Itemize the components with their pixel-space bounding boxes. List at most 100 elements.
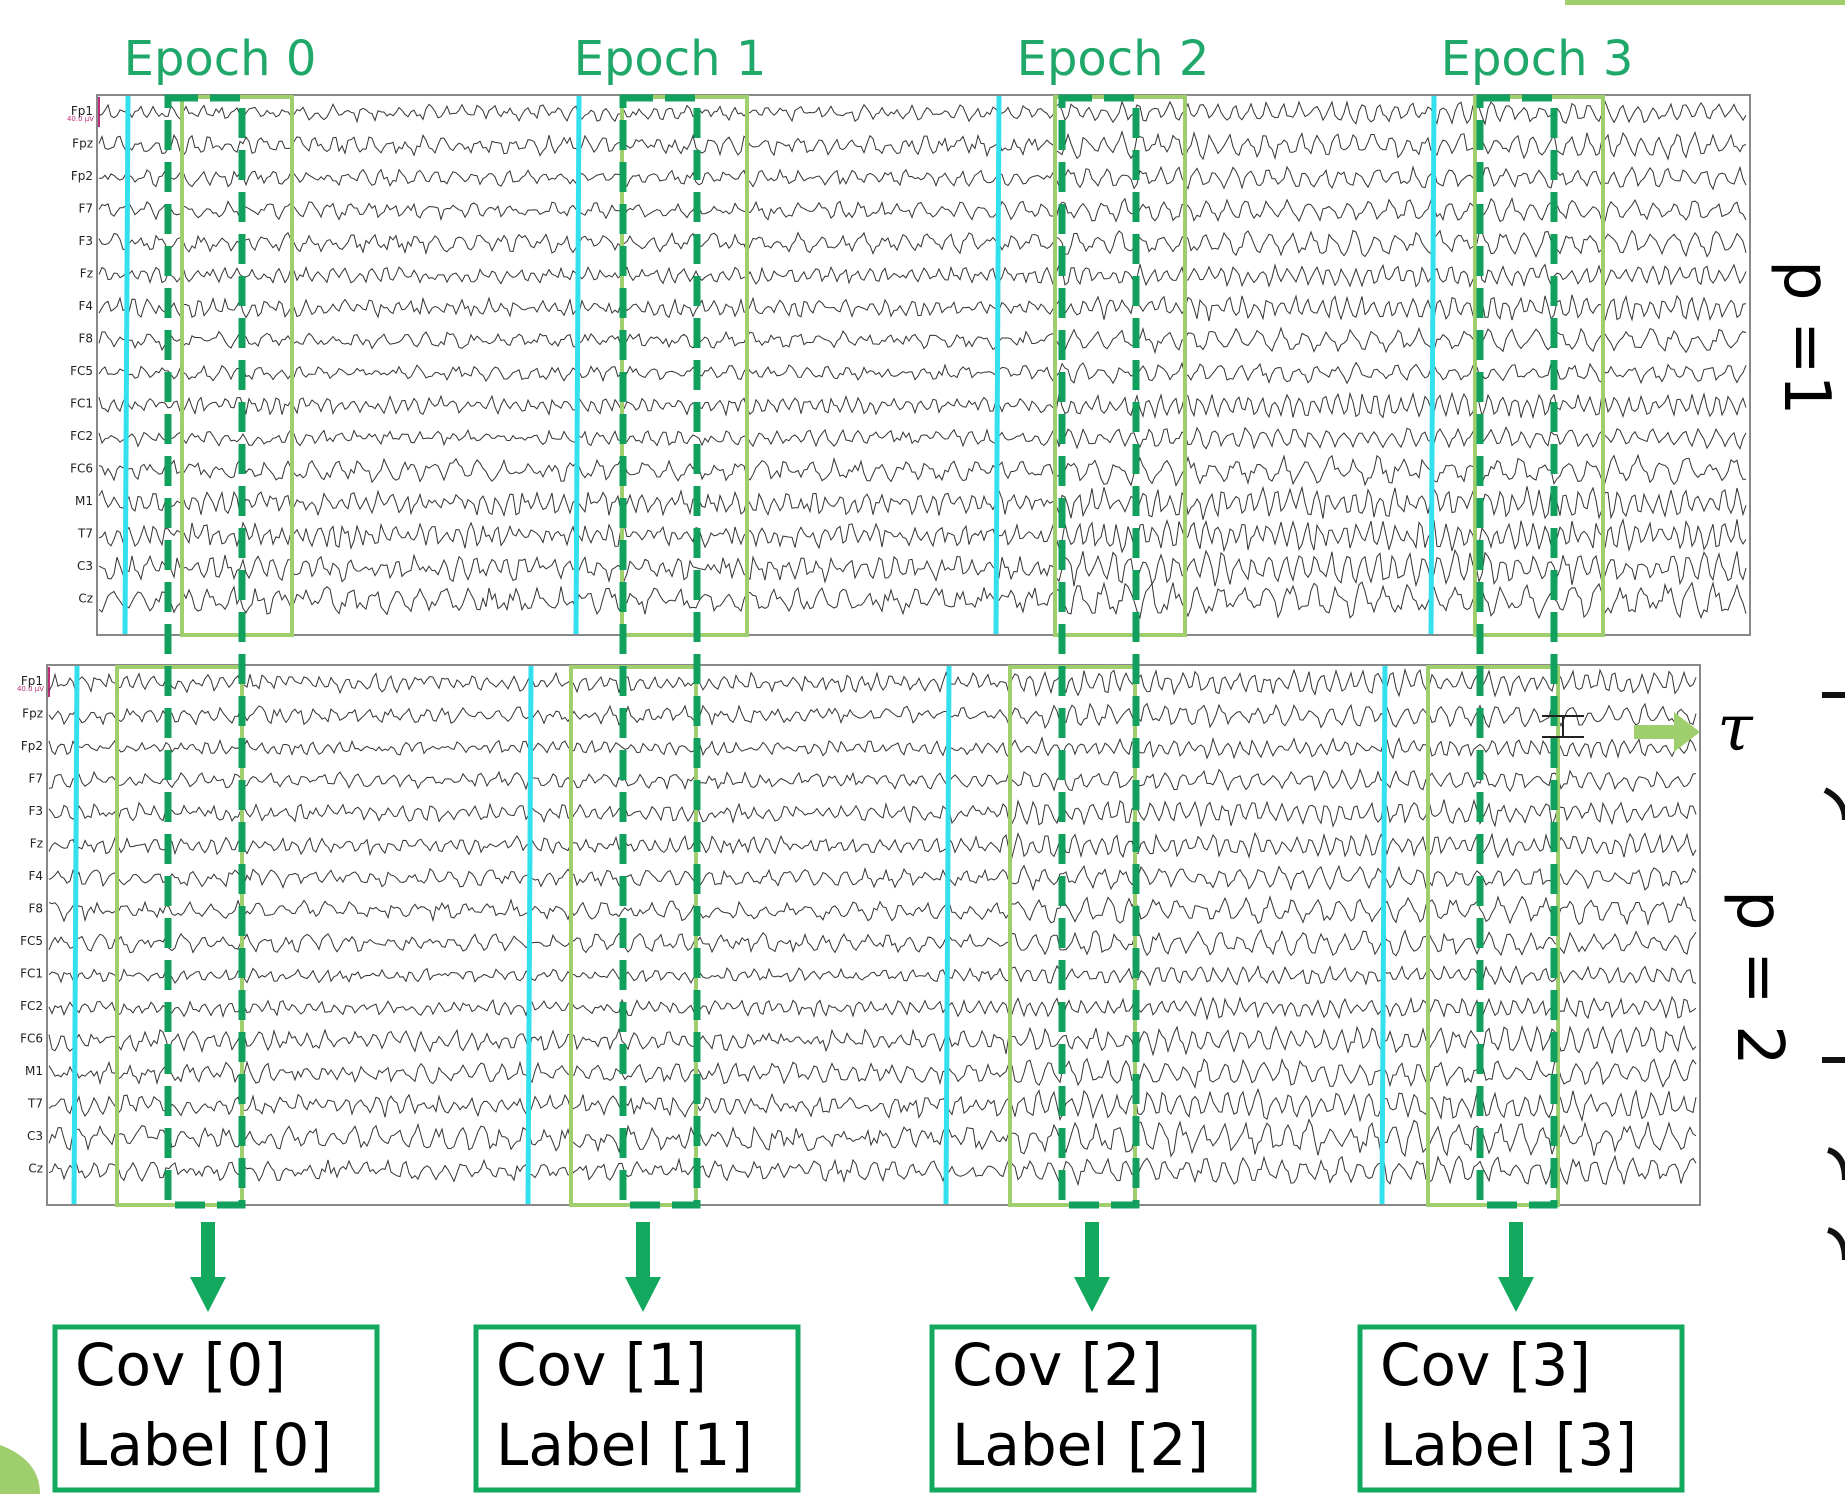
cov-box-3: Cov [3] Label [3] [1357,1324,1685,1493]
cov-window-0 [164,94,246,1209]
eeg-trace [98,361,1747,385]
channel-label: Fz [80,267,93,281]
eeg-trace [98,453,1747,487]
channel-label: FC1 [70,397,93,411]
channel-label: FC5 [20,934,43,948]
down-arrow-1 [625,1222,661,1312]
eeg-trace [98,165,1747,191]
down-arrow-2 [1074,1222,1110,1312]
cov-box-2: Cov [2] Label [2] [929,1324,1257,1493]
eeg-trace [98,99,1747,126]
cov-window-1 [619,94,701,1209]
eeg-trace [98,581,1747,620]
eeg-trace [98,391,1747,420]
channel-label: C3 [77,559,93,573]
eeg-trace [98,229,1747,258]
eeg-trace [48,895,1697,927]
channel-label: Fz [30,837,43,851]
eeg-trace [98,263,1747,288]
channel-label: M1 [75,494,93,508]
cov-text-2: Cov [2] [952,1331,1163,1399]
tau-marker [1542,715,1584,738]
down-arrow-3 [1498,1222,1534,1312]
eeg-trace [48,864,1697,892]
channel-label: F3 [28,804,43,818]
label-text-3: Label [3] [1380,1411,1637,1479]
down-arrow-0 [190,1222,226,1312]
label-text-2: Label [2] [952,1411,1209,1479]
scale-label: 40.0 µV [67,115,94,123]
cov-text-3: Cov [3] [1380,1331,1591,1399]
eeg-trace [48,1088,1697,1123]
cov-windows [164,94,1558,1209]
eeg-trace [98,294,1747,322]
channel-label: FC1 [20,967,43,981]
label-text-0: Label [0] [75,1411,332,1479]
cov-text-0: Cov [0] [75,1331,286,1399]
eeg-trace [48,964,1697,987]
channel-label: Fp1 [21,674,43,688]
cropped-edge-glyphs [1822,692,1845,1261]
corner-accent-top [1565,0,1845,5]
eeg-trace [98,130,1747,161]
cov-text-1: Cov [1] [496,1331,707,1399]
label-text-1: Label [1] [496,1411,753,1479]
channel-label: F4 [78,299,93,313]
channel-label: F7 [28,772,43,786]
eeg-trace [48,768,1697,793]
event-marker [1428,95,1437,635]
cov-box-0: Cov [0] Label [0] [52,1324,380,1493]
channel-label: FC2 [70,429,93,443]
channel-label: Cz [78,592,93,606]
channel-label: F8 [28,902,43,916]
channel-label: F8 [78,332,93,346]
epoch-title-3: Epoch 3 [1441,31,1634,87]
panel-frame [46,664,1701,1206]
channel-label: FC6 [20,1032,43,1046]
channel-label: F7 [78,202,93,216]
eeg-trace [98,426,1747,450]
cov-box-1: Cov [1] Label [1] [473,1324,801,1493]
event-marker [525,665,534,1205]
channel-label: FC6 [70,462,93,476]
eeg-trace [98,485,1747,520]
eeg-trace [48,1118,1697,1158]
event-marker [122,95,131,635]
channel-label: T7 [77,527,93,541]
channel-label: Fpz [22,707,43,721]
epoch-title-2: Epoch 2 [1017,31,1210,87]
tau-arrow [1634,712,1700,752]
event-marker [71,665,80,1205]
event-marker [573,95,582,635]
channel-label: Fpz [72,137,93,151]
eeg-trace [48,798,1697,828]
channel-label: F4 [28,869,43,883]
channel-label: Fp1 [71,104,93,118]
cov-window-3 [1476,94,1558,1209]
eeg-trace [48,1154,1697,1187]
eeg-trace [98,326,1747,355]
channel-label: M1 [25,1064,43,1078]
eeg-trace [98,518,1747,554]
corner-accent-bottom [0,1445,40,1494]
eeg-trace [48,667,1697,698]
eeg-trace [48,928,1697,957]
channel-label: F3 [78,234,93,248]
eeg-trace [48,736,1697,760]
eeg-trace [48,1057,1697,1089]
eeg-trace [98,196,1747,223]
down-arrows [190,1222,1534,1312]
event-marker [1379,665,1388,1205]
channel-label: Fp2 [71,169,93,183]
channel-label: T7 [27,1097,43,1111]
epoch-title-1: Epoch 1 [574,31,767,87]
event-marker [943,665,952,1205]
epoch-title-0: Epoch 0 [124,31,317,87]
channel-label: FC2 [20,999,43,1013]
cov-window-2 [1058,94,1140,1209]
channel-label: C3 [27,1129,43,1143]
p-label-2: p = 2 [1722,890,1796,1066]
eeg-trace [98,548,1747,588]
